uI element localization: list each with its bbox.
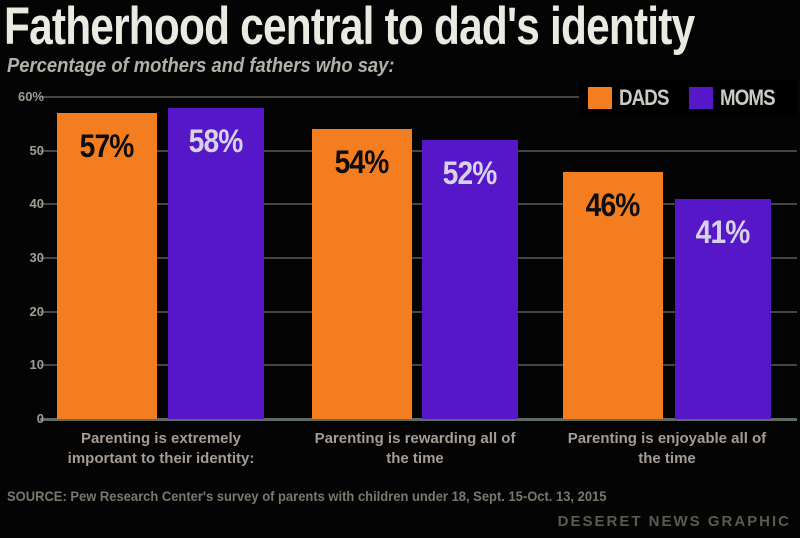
bar-value-label: 57% — [80, 128, 135, 165]
legend-swatch-dads-icon — [588, 87, 613, 109]
legend-swatch-moms-icon — [688, 87, 713, 109]
gridline-30 — [40, 257, 797, 259]
bar-moms-group3: 41% — [675, 198, 771, 419]
gridline-60 — [40, 96, 797, 98]
y-axis-tick-40: 40 — [29, 196, 44, 212]
x-axis-category-label-2: Parenting is rewarding all of the time — [314, 430, 516, 467]
chart-subtitle: Percentage of mothers and fathers who sa… — [7, 55, 395, 77]
y-axis-tick-10: 10 — [29, 357, 44, 373]
legend-label-moms: MOMS — [719, 85, 776, 110]
source-note: SOURCE: Pew Research Center's survey of … — [7, 489, 607, 504]
page-title: Fatherhood central to dad's identity — [4, 0, 695, 56]
bar-dads-group2: 54% — [312, 129, 412, 419]
y-axis-tick-20: 20 — [29, 303, 44, 319]
gridline-50 — [40, 149, 797, 152]
chart-legend: DADS MOMS — [579, 80, 797, 116]
y-axis-tick-50: 50 — [29, 142, 44, 158]
bar-value-label: 46% — [586, 187, 641, 224]
bar-value-label: 52% — [443, 154, 498, 191]
legend-label-dads: DADS — [619, 85, 669, 110]
bar-moms-group1: 58% — [168, 107, 264, 419]
bar-value-label: 54% — [335, 144, 390, 181]
y-axis-tick-0: 0 — [36, 411, 44, 426]
y-axis-tick-60: 60% — [17, 89, 44, 104]
y-axis-tick-30: 30 — [29, 250, 44, 265]
x-axis-category-label-3: Parenting is enjoyable all of the time — [567, 430, 767, 467]
gridline-20 — [40, 310, 797, 313]
bar-value-label: 58% — [189, 122, 244, 159]
gridline-10 — [40, 364, 797, 367]
bar-dads-group1: 57% — [57, 113, 157, 419]
bar-moms-group2: 52% — [422, 139, 518, 419]
credit-line: DESERET NEWS GRAPHIC — [557, 513, 791, 530]
bar-dads-group3: 46% — [563, 172, 663, 419]
x-axis-category-label-1: Parenting is extremely important to thei… — [67, 430, 255, 467]
bar-value-label: 41% — [696, 213, 751, 250]
gridline-0 — [40, 418, 797, 421]
gridline-40 — [40, 203, 797, 206]
